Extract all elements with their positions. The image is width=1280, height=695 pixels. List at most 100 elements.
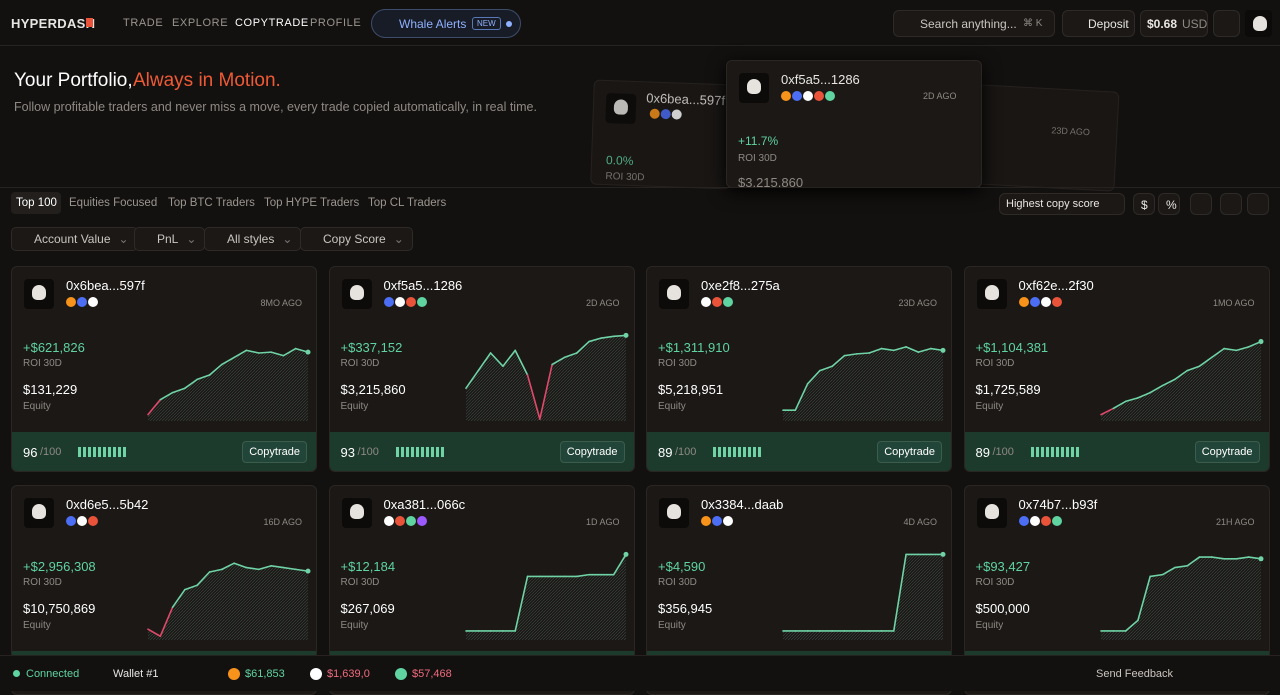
sparkline-segment — [575, 340, 590, 354]
trader-age: 8MO AGO — [260, 298, 302, 308]
score-bar — [98, 447, 101, 457]
sparkline — [782, 346, 946, 421]
trader-card[interactable]: 0xe2f8...275a 23D AGO +$1,311,910 ROI 30D $5… — [646, 266, 952, 472]
trader-equity: $500,000 — [975, 601, 1030, 616]
trader-avatar — [976, 498, 1007, 528]
sparkline-segment — [575, 573, 590, 578]
asset-icon — [781, 91, 791, 101]
asset-icon — [1029, 516, 1040, 526]
ticker-price: $61,853 — [245, 668, 285, 680]
score-bar — [753, 447, 756, 457]
sparkline-segment — [171, 588, 186, 609]
deposit[interactable]: Deposit — [1062, 10, 1135, 37]
equity-label: Equity — [658, 620, 686, 631]
copytrade-button[interactable]: Copytrade — [1194, 441, 1260, 463]
sparkline-segment — [257, 565, 272, 571]
filter-text: Copy Score — [323, 232, 386, 246]
copytrade-button[interactable]: Copytrade — [877, 441, 942, 463]
sparkline-segment — [1173, 369, 1188, 381]
card-footer: 89/100 Copytrade — [964, 432, 1269, 471]
nav-link[interactable]: TRADE — [123, 17, 164, 29]
asset-icon — [825, 91, 835, 101]
chevron: ⌄ — [186, 232, 197, 246]
whale-alerts[interactable]: Whale Alerts NEW — [371, 9, 521, 38]
preview-card: 23D AGO — [972, 84, 1120, 192]
send-feedback[interactable]: Send Feedback — [1096, 668, 1174, 680]
sparkline-segment — [147, 398, 162, 416]
asset-icon — [1018, 516, 1029, 526]
ticker-price: $57,468 — [412, 668, 452, 680]
trader-age: 1MO AGO — [1212, 298, 1255, 308]
tab[interactable]: Equities Focused — [69, 197, 158, 209]
nav-link[interactable]: PROFILE — [310, 17, 362, 29]
user-avatar[interactable] — [1245, 10, 1272, 37]
sparkline-segment — [245, 349, 260, 354]
ticker-price: $1,639,0 — [327, 668, 370, 680]
trader-card[interactable]: 0xf62e...2f30 1MO AGO +$1,104,381 ROI 30D $1… — [963, 266, 1270, 472]
alert-badge: NEW — [472, 17, 501, 30]
trader-card[interactable]: 0xf5a5...1286 2D AGO +$337,152 ROI 30D $3,21… — [328, 266, 635, 472]
tab[interactable]: Top HYPE Traders — [264, 197, 360, 209]
asset-icon — [88, 516, 98, 526]
score-bar — [1060, 447, 1064, 457]
view-toggle[interactable] — [1190, 193, 1212, 215]
sparkline-segment — [1136, 391, 1151, 399]
trader-pnl: +$93,427 — [975, 559, 1031, 574]
score-bar — [748, 447, 751, 457]
view-toggle[interactable] — [1247, 193, 1269, 215]
tab[interactable]: Top 100 — [16, 197, 57, 209]
score-bar — [405, 447, 409, 457]
score-bar — [1040, 447, 1044, 457]
score-bar — [1070, 447, 1074, 457]
tab[interactable]: Top CL Traders — [368, 197, 447, 209]
asset-icon — [66, 516, 76, 526]
tab[interactable]: Top BTC Traders — [168, 197, 255, 209]
filter-text: All styles — [227, 232, 275, 246]
notifications[interactable] — [1213, 10, 1240, 37]
score-bar — [1050, 447, 1054, 457]
nav-link[interactable]: COPYTRADE — [235, 17, 309, 29]
sparkline-segment — [1235, 346, 1249, 352]
unit-toggle[interactable]: % — [1158, 193, 1180, 215]
sparkline-segment — [600, 335, 614, 339]
score-bar — [420, 447, 424, 457]
sort[interactable]: Highest copy score — [999, 193, 1125, 215]
unit-toggle[interactable]: $ — [1133, 193, 1155, 215]
chevron: ⌄ — [282, 232, 293, 246]
view-toggle[interactable] — [1220, 193, 1242, 215]
sparkline-segment — [905, 346, 920, 353]
filter-text: PnL — [157, 232, 179, 246]
sparkline-segment — [221, 356, 235, 366]
equity-label: Equity — [975, 401, 1004, 412]
filter[interactable]: All styles ⌄ — [204, 227, 302, 251]
sparkline-segment — [282, 566, 297, 571]
filter[interactable]: PnL ⌄ — [134, 227, 206, 251]
copytrade-button[interactable]: Copytrade — [559, 441, 625, 463]
trader-pnl: +$12,184 — [340, 559, 396, 574]
trader-card[interactable]: 0x6bea...597f 8MO AGO +$621,826 ROI 30D $131… — [11, 266, 317, 472]
sparkline-segment — [196, 374, 211, 381]
wallet[interactable]: Wallet #1 — [113, 668, 159, 680]
sparkline-segment — [587, 337, 602, 343]
trader-age: 23D AGO — [898, 298, 937, 308]
search[interactable]: Search anything... ⌘ K — [893, 10, 1055, 37]
filter[interactable]: Account Value ⌄ — [11, 227, 138, 251]
trader-address: 0x74b7...b93f — [1018, 497, 1098, 512]
copytrade-button[interactable]: Copytrade — [242, 441, 307, 463]
equity-label: Equity — [340, 620, 369, 631]
sparkline-end — [623, 551, 628, 557]
filter[interactable]: Copy Score ⌄ — [300, 227, 413, 251]
sparkline-end — [305, 349, 311, 355]
sparkline-segment — [843, 353, 858, 357]
trader-equity: $267,069 — [340, 601, 395, 616]
score-bar — [723, 447, 726, 457]
trader-equity: $5,218,951 — [658, 382, 724, 397]
sparkline-segment — [892, 553, 907, 632]
equity-label: Equity — [658, 401, 686, 412]
sparkline-segment — [245, 566, 260, 571]
hero-divider — [0, 187, 1280, 188]
score-bar — [1035, 447, 1039, 457]
sparkline-segment — [1124, 397, 1139, 403]
nav-link[interactable]: EXPLORE — [172, 17, 229, 29]
alert-text: Whale Alerts — [399, 17, 467, 31]
